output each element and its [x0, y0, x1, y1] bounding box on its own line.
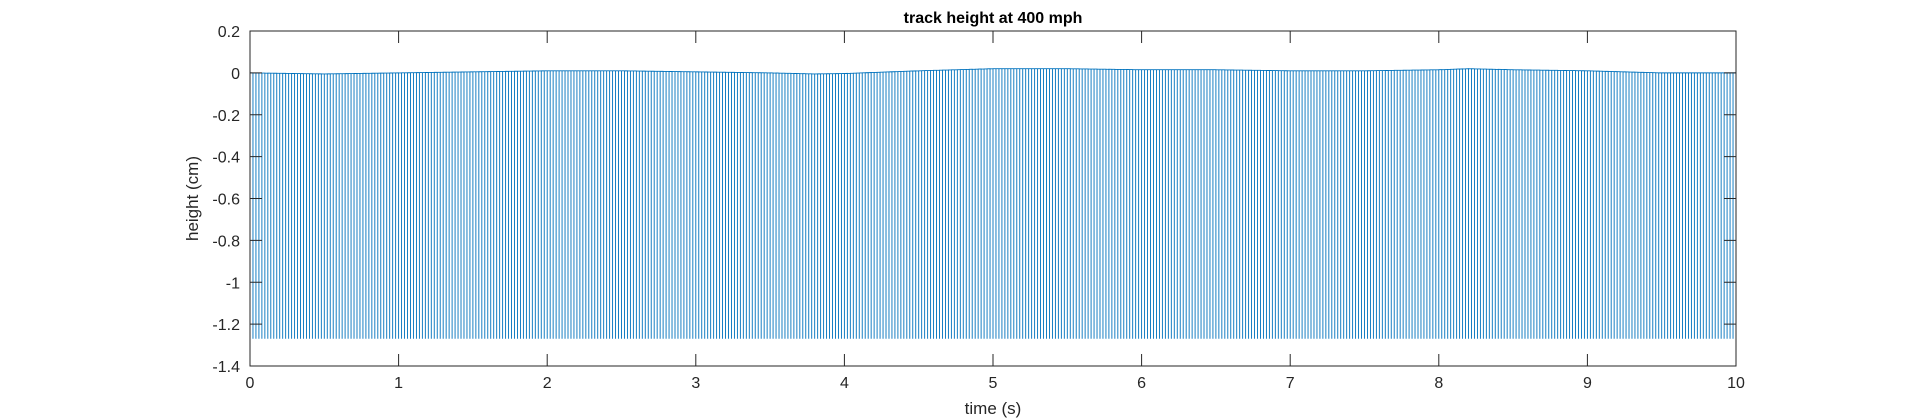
x-tick-label: 10: [1727, 375, 1745, 392]
y-tick-label: -0.2: [212, 108, 240, 125]
x-tick-label: 2: [543, 375, 552, 392]
y-tick-label: -1.4: [212, 359, 240, 376]
x-tick-label: 8: [1434, 375, 1443, 392]
series-line: [249, 68, 1737, 339]
y-tick-label: -1.2: [212, 317, 240, 334]
x-tick-label: 1: [394, 375, 403, 392]
x-axis-label: time (s): [965, 399, 1022, 418]
series-layer: [249, 68, 1737, 339]
x-tick-label: 4: [840, 375, 849, 392]
axes-layer: 0 1 2 3 4 5 6 7 8 9 10 0.2 0 -0.2 -0.4 -0.6 -0.8 -1 -1.2 -1…: [212, 24, 1745, 392]
y-tick-label: -0.6: [212, 192, 240, 209]
x-tick-label: 5: [989, 375, 998, 392]
y-tick-label: 0: [231, 66, 240, 83]
y-tick-label: 0.2: [218, 24, 240, 41]
y-tick-label: -1: [226, 275, 240, 292]
x-tick-label: 0: [246, 375, 255, 392]
chart-title: track height at 400 mph: [904, 10, 1083, 27]
y-axis-label: height (cm): [183, 156, 202, 241]
y-tick-label: -0.4: [212, 150, 240, 167]
x-tick-label: 9: [1583, 375, 1592, 392]
x-tick-label: 6: [1137, 375, 1146, 392]
x-tick-label: 7: [1286, 375, 1295, 392]
x-tick-label: 3: [691, 375, 700, 392]
y-tick-label: -0.8: [212, 233, 240, 250]
